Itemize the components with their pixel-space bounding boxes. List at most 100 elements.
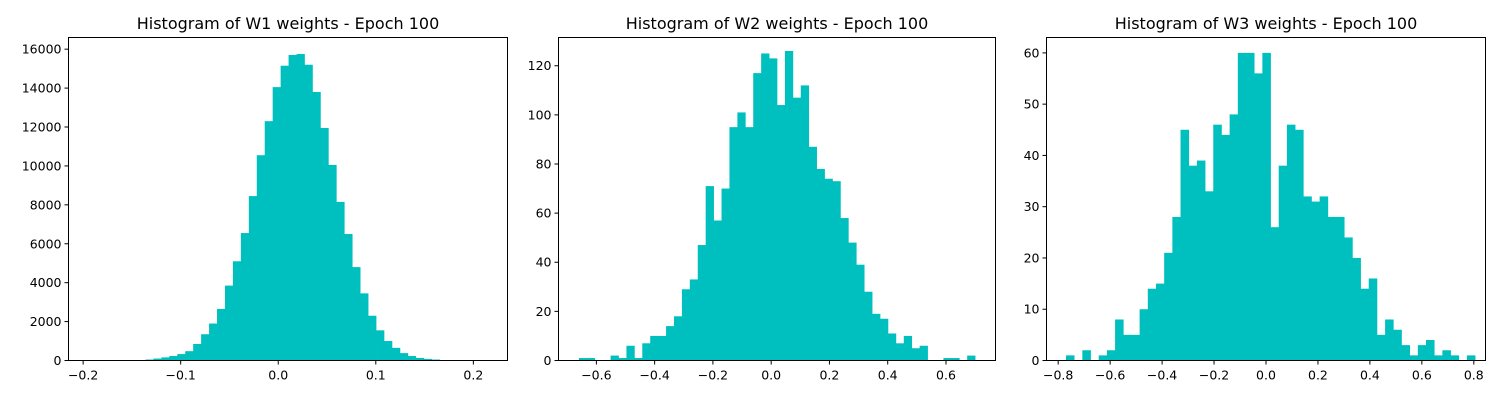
w2-bar — [951, 358, 960, 361]
w1-bar — [177, 354, 186, 361]
w2-x-tick-label: −0.2 — [698, 368, 728, 383]
w3-bar — [1196, 160, 1206, 361]
w2-bar — [911, 348, 920, 361]
w3-bar — [1376, 334, 1386, 361]
w2-axis-ticks: −0.6 −0.4 −0.2 0.0 0.2 0.4 0.6 0 20 40 60 80 100 120 — [528, 58, 956, 382]
w1-x-tick-label: −0.1 — [166, 368, 196, 383]
w2-bar — [967, 355, 976, 361]
w2-bar — [618, 358, 627, 361]
w2-x-tick-label: 0.2 — [819, 368, 839, 383]
w2-bar — [887, 333, 897, 361]
w3-bar — [1262, 52, 1271, 361]
w1-bar — [336, 201, 345, 361]
w1-bar — [153, 358, 162, 361]
w3-x-tick-label: 0.6 — [1412, 368, 1432, 383]
w3-bar — [1270, 227, 1280, 361]
w1-plot-frame — [68, 37, 508, 361]
w2-bar — [856, 264, 865, 361]
w3-y-tick-label: 30 — [1024, 199, 1040, 214]
w1-bar — [391, 347, 401, 361]
w2-bar — [586, 358, 596, 361]
w1-bar — [328, 164, 337, 361]
w3-bar — [1434, 355, 1443, 361]
w3-bar — [1319, 196, 1329, 361]
w1-bar — [224, 285, 234, 361]
w3-x-tick-label: −0.2 — [1199, 368, 1229, 383]
w2-x-tick-label: −0.4 — [639, 368, 669, 383]
w2-bar — [697, 245, 707, 361]
w3-bar — [1327, 216, 1337, 361]
w2-bar — [880, 318, 889, 361]
w2-bar — [729, 127, 738, 361]
chart-title-w3: Histogram of W3 weights - Epoch 100 — [1115, 14, 1418, 33]
w2-bar — [864, 291, 873, 361]
w1-y-tick-label: 0 — [54, 353, 62, 368]
w3-x-tick-label: 0.0 — [1256, 368, 1276, 383]
w2-y-tick-label: 60 — [536, 206, 552, 221]
w2-y-tick-label: 20 — [536, 304, 552, 319]
w2-bar — [792, 97, 802, 361]
w2-bar — [578, 358, 588, 361]
w3-bar — [1139, 309, 1149, 361]
w2-bar — [650, 335, 659, 361]
w1-bar — [209, 323, 218, 361]
w1-x-tick-label: −0.2 — [68, 368, 98, 383]
w1-bar — [383, 341, 393, 361]
w1-axis-ticks: −0.2 −0.1 0.0 0.1 0.2 0 2000 4000 6000 8000 10000 1… — [22, 42, 484, 383]
w1-bar — [169, 356, 178, 361]
w2-bar — [658, 335, 667, 361]
w3-bar — [1213, 124, 1222, 361]
w2-bar — [840, 218, 849, 361]
w3-bar — [1164, 252, 1173, 361]
w2-x-tick-label: 0.0 — [761, 368, 781, 383]
w3-bar — [1237, 52, 1247, 361]
w1-x-tick-label: 0.0 — [268, 368, 288, 383]
w3-y-tick-label: 0 — [1032, 353, 1040, 368]
w3-bar — [1082, 350, 1091, 361]
w3-bar — [1417, 345, 1427, 361]
w2-bar — [943, 358, 952, 361]
w3-bar — [1123, 334, 1132, 361]
w2-bar — [872, 313, 881, 361]
w2-bar — [713, 220, 722, 361]
w1-bar — [376, 330, 385, 361]
w3-bar — [1336, 216, 1345, 361]
w3-bar — [1426, 339, 1435, 361]
w1-bar — [232, 261, 242, 361]
histogram-w1-panel: Histogram of W1 weights - Epoch 100 −0.2… — [22, 14, 508, 383]
w1-bar — [161, 357, 170, 361]
w3-bar — [1205, 191, 1214, 361]
w2-bar — [816, 168, 825, 361]
w3-bar — [1221, 134, 1230, 361]
w2-bar — [673, 316, 683, 361]
w3-x-tick-label: 0.4 — [1360, 368, 1380, 383]
chart-title-w2: Histogram of W2 weights - Epoch 100 — [626, 14, 929, 33]
w1-bar — [407, 356, 417, 361]
w2-bar — [919, 345, 928, 361]
w1-bar — [272, 87, 281, 361]
w1-bar — [264, 121, 274, 361]
w1-bar — [240, 233, 250, 361]
w3-bar — [1360, 288, 1370, 361]
w3-bar — [1278, 165, 1288, 361]
w2-y-tick-label: 100 — [528, 107, 552, 122]
w3-bar — [1344, 237, 1353, 361]
w3-y-tick-label: 60 — [1024, 45, 1040, 60]
w1-bar — [296, 54, 305, 361]
w1-y-tick-label: 10000 — [22, 158, 62, 173]
w2-x-tick-label: 0.6 — [936, 368, 956, 383]
w3-x-tick-label: 0.8 — [1464, 368, 1484, 383]
w3-bar — [1155, 283, 1165, 361]
w1-bar — [399, 353, 409, 361]
w3-bar — [1450, 355, 1460, 361]
w1-bar — [423, 358, 433, 361]
w3-bar — [1245, 52, 1255, 361]
w3-bar — [1303, 196, 1312, 361]
w2-bar — [903, 335, 913, 361]
w2-bar — [666, 326, 675, 361]
w3-axis-ticks: −0.8 −0.6 −0.4 −0.2 0.0 0.2 0.4 0.6 0.8 0 10 20 30 40… — [1024, 45, 1484, 382]
w2-bar — [777, 105, 786, 361]
w1-bar — [288, 55, 297, 361]
w3-bar — [1098, 355, 1108, 361]
w3-bar — [1286, 124, 1296, 361]
